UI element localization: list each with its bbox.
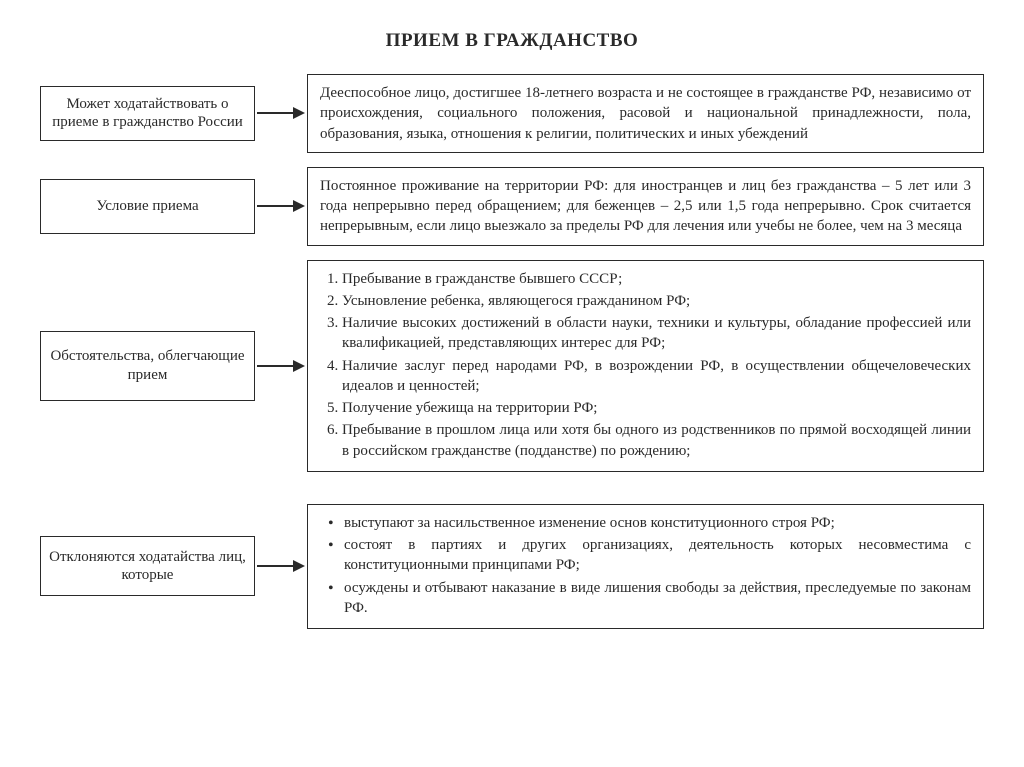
rejected-list: выступают за насильственное изменение ос…	[320, 513, 971, 618]
list-item: осуждены и отбывают наказание в виде лиш…	[320, 578, 971, 619]
diagram-row: Условие приема Постоянное проживание на …	[40, 167, 984, 246]
diagram-row: Обстоятельства, облегчающие прием Пребыв…	[40, 260, 984, 472]
left-box-applicant: Может ходатайствовать о приеме в граждан…	[40, 86, 255, 141]
list-item: Получение убежища на территории РФ;	[342, 398, 971, 418]
arrow-icon	[255, 556, 307, 576]
right-box-facilitating: Пребывание в гражданстве бывшего СССР; У…	[307, 260, 984, 472]
right-box-condition: Постоянное проживание на территории РФ: …	[307, 167, 984, 246]
right-box-rejected: выступают за насильственное изменение ос…	[307, 504, 984, 629]
left-box-facilitating: Обстоятельства, облегчающие прием	[40, 331, 255, 401]
list-item: Пребывание в гражданстве бывшего СССР;	[342, 269, 971, 289]
arrow-icon	[255, 103, 307, 123]
arrow-icon	[255, 196, 307, 216]
diagram-title: ПРИЕМ В ГРАЖДАНСТВО	[40, 30, 984, 52]
list-item: Пребывание в прошлом лица или хотя бы од…	[342, 420, 971, 461]
left-box-rejected: Отклоняются ходатайства лиц, которые	[40, 536, 255, 596]
arrow-icon	[255, 356, 307, 376]
right-box-applicant: Дееспособное лицо, достигшее 18-летнего …	[307, 74, 984, 153]
list-item: выступают за насильственное изменение ос…	[320, 513, 971, 533]
diagram-row: Может ходатайствовать о приеме в граждан…	[40, 74, 984, 153]
list-item: состоят в партиях и других организациях,…	[320, 535, 971, 576]
diagram-row: Отклоняются ходатайства лиц, которые выс…	[40, 504, 984, 629]
list-item: Усыновление ребенка, являющегося граждан…	[342, 291, 971, 311]
list-item: Наличие заслуг перед народами РФ, в возр…	[342, 356, 971, 397]
facilitating-list: Пребывание в гражданстве бывшего СССР; У…	[320, 269, 971, 461]
list-item: Наличие высоких достижений в области нау…	[342, 313, 971, 354]
left-box-condition: Условие приема	[40, 179, 255, 234]
